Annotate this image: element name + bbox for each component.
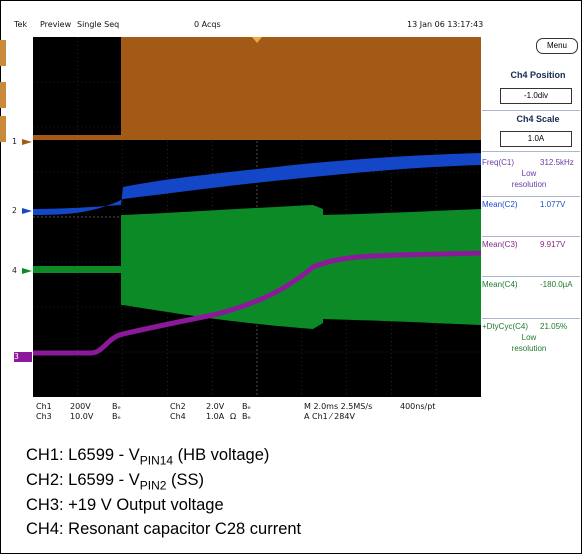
preview-label: Preview	[40, 20, 72, 29]
caption-ch1: CH1: L6599 - VPIN14 (HB voltage)	[26, 446, 270, 468]
panel-divider	[482, 236, 580, 237]
waveform-canvas	[33, 37, 481, 397]
ch4-scale-title: Ch4 Scale	[516, 114, 560, 124]
ch1-ground-marker[interactable]: 1	[12, 137, 34, 147]
panel-divider	[482, 110, 580, 111]
caption-ch3: CH3: +19 V Output voltage	[26, 496, 224, 514]
measurement-mean-c2: Mean(C2) 1.077V	[482, 200, 566, 209]
waveform-display[interactable]	[33, 37, 481, 397]
measurement-mean-c3: Mean(C3) 9.917V	[482, 240, 566, 249]
marker-arrow-icon	[22, 268, 32, 274]
ch4-trace	[33, 205, 481, 329]
channel-settings-readout: Ch1 200V Ch3 10.0V Bₑ Bₑ Ch2 2.0V Ch4 1.…	[36, 402, 436, 421]
caption-ch4: CH4: Resonant capacitor C28 current	[26, 520, 302, 538]
marker-arrow-icon	[22, 139, 32, 145]
left-tab-strip	[0, 40, 6, 66]
left-tab-strip	[0, 82, 6, 108]
ch1-trace	[33, 37, 481, 140]
panel-divider	[482, 276, 580, 277]
ch4-scale-field[interactable]: 1.0A	[500, 131, 572, 147]
caption-ch2: CH2: L6599 - VPIN2 (SS)	[26, 471, 205, 493]
timestamp: 13 Jan 06 13:17:43	[407, 20, 484, 29]
measurement-dutycycle-c4: +DtyCyc(C4) 21.05% Low resolution	[482, 322, 568, 353]
ch3-trace	[33, 250, 481, 356]
trigger-marker	[252, 37, 262, 43]
ch4-ground-marker[interactable]: 4	[12, 266, 34, 276]
panel-divider	[482, 196, 580, 197]
ch4-position-field[interactable]: -1.0div	[500, 88, 572, 104]
menu-button[interactable]: Menu	[536, 38, 578, 54]
ch3-ground-marker[interactable]: 3	[14, 352, 32, 362]
ch2-trace	[33, 153, 481, 215]
brand-label: Tek	[14, 20, 28, 29]
measurement-mean-c4: Mean(C4) -180.0µA	[482, 280, 573, 289]
acquisition-count: 0 Acqs	[194, 20, 221, 29]
marker-arrow-icon	[22, 208, 32, 214]
ch2-ground-marker[interactable]: 2	[12, 206, 34, 216]
measurement-freq-c1: Freq(C1) 312.5kHz Low resolution	[482, 158, 574, 189]
panel-divider	[482, 318, 580, 319]
panel-divider	[482, 151, 580, 152]
scope-status-bar: Tek Preview Single Seq 0 Acqs 13 Jan 06 …	[12, 11, 484, 37]
ch4-position-title: Ch4 Position	[510, 70, 566, 80]
acquisition-mode: Single Seq	[77, 20, 120, 29]
left-tab-strip	[0, 116, 6, 142]
